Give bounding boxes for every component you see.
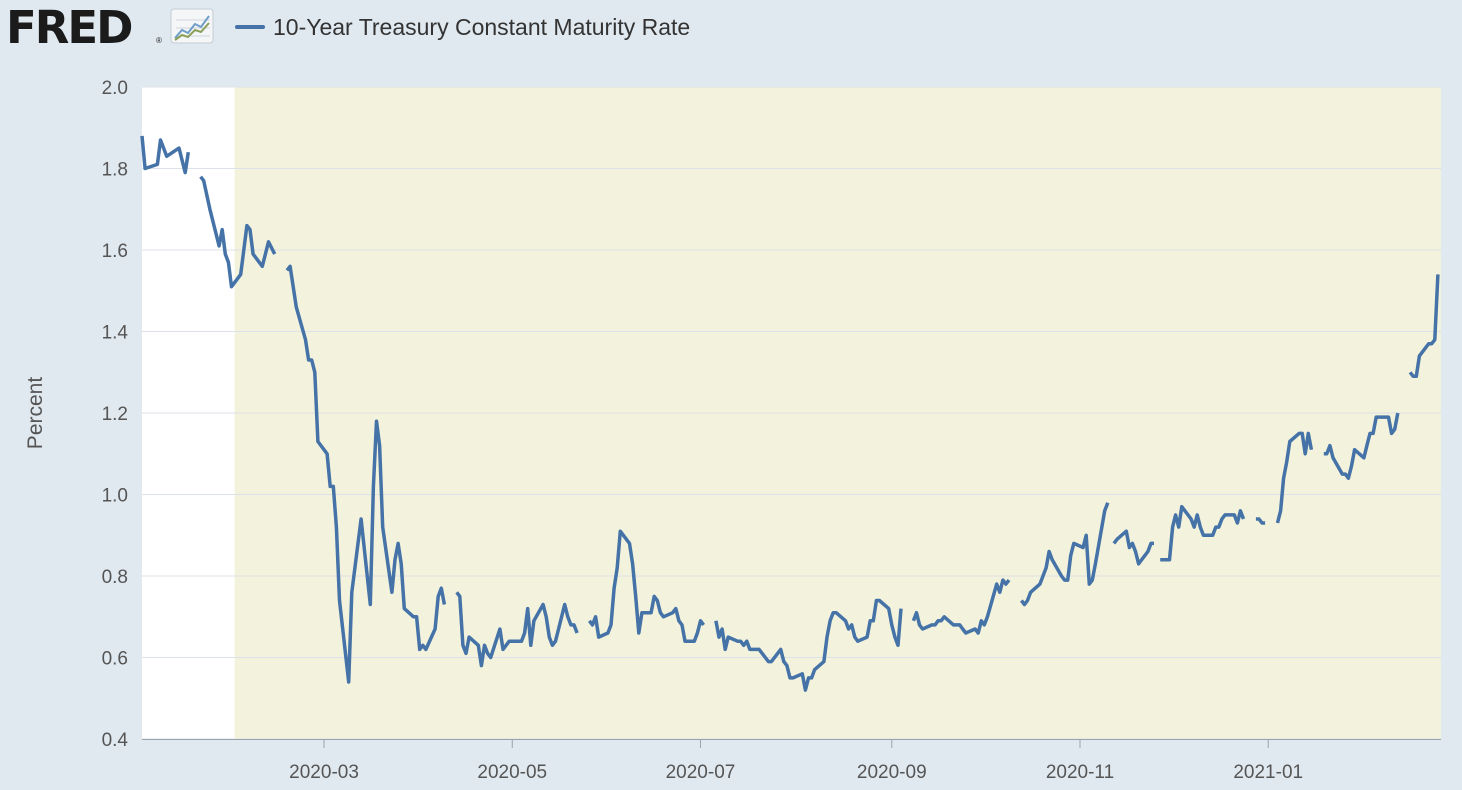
series-segment[interactable] <box>1408 274 1440 379</box>
x-tick-label: 2020-05 <box>477 762 547 783</box>
line-chart-icon <box>170 8 214 44</box>
fred-logo[interactable]: FRED <box>6 1 133 54</box>
series-segment[interactable] <box>588 529 705 643</box>
series-segment[interactable] <box>140 135 191 175</box>
y-tick-label: 0.4 <box>102 730 129 751</box>
legend-series-label[interactable]: 10-Year Treasury Constant Maturity Rate <box>273 13 691 40</box>
y-tick-label: 2.0 <box>102 78 128 99</box>
series-segment[interactable] <box>714 598 903 692</box>
series-segment[interactable] <box>1112 529 1154 566</box>
legend-series-swatch <box>235 25 265 29</box>
series-segment[interactable] <box>285 264 447 684</box>
series-segment[interactable] <box>1160 504 1246 562</box>
series-segment[interactable] <box>1275 431 1314 524</box>
y-tick-label: 0.8 <box>102 567 128 588</box>
series-segment[interactable] <box>1255 517 1266 525</box>
fred-logo-registered-mark: ® <box>156 36 162 45</box>
x-tick-label: 2020-09 <box>857 762 927 783</box>
series-segment[interactable] <box>455 591 579 668</box>
y-axis-title: Percent <box>24 377 47 450</box>
x-tick-label: 2020-03 <box>289 762 359 783</box>
y-tick-label: 1.8 <box>102 160 128 181</box>
x-axis: 2020-03 2020-05 2020-07 2020-09 2020-11 2021-… <box>142 739 1441 783</box>
series-segment[interactable] <box>1020 502 1110 607</box>
series-line[interactable] <box>140 135 1440 692</box>
x-tick-label: 2020-11 <box>1046 762 1114 783</box>
y-axis-tick-labels: 2.0 1.8 1.6 1.4 1.2 1.0 0.8 0.6 0.4 <box>102 78 129 751</box>
series-segment[interactable] <box>199 175 277 289</box>
x-tick-label: 2020-07 <box>666 762 736 783</box>
y-tick-label: 0.6 <box>102 649 128 670</box>
y-tick-label: 1.4 <box>102 323 129 344</box>
y-tick-label: 1.0 <box>102 486 128 507</box>
x-tick-label: 2021-01 <box>1233 762 1303 783</box>
chart-legend[interactable]: 10-Year Treasury Constant Maturity Rate <box>235 12 690 42</box>
series-segment[interactable] <box>911 578 1011 635</box>
y-tick-label: 1.2 <box>102 404 128 425</box>
series-segment[interactable] <box>1323 412 1400 480</box>
y-tick-label: 1.6 <box>102 241 128 262</box>
chart-header: FRED ® 10-Year Treasury Constant Maturit… <box>0 0 1462 60</box>
